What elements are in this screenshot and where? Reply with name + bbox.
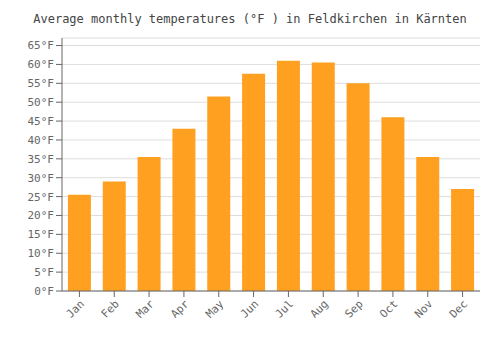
svg-text:25°F: 25°F [28,191,55,204]
svg-text:Nov: Nov [412,297,436,321]
svg-text:50°F: 50°F [28,96,55,109]
svg-text:Jul: Jul [273,297,296,320]
svg-text:Apr: Apr [168,297,192,321]
svg-text:60°F: 60°F [28,58,55,71]
svg-text:45°F: 45°F [28,115,55,128]
svg-text:10°F: 10°F [28,247,55,260]
svg-text:Dec: Dec [447,297,470,320]
svg-text:55°F: 55°F [28,77,55,90]
svg-text:Jun: Jun [238,297,261,320]
svg-text:Mar: Mar [133,297,157,321]
svg-text:May: May [203,297,227,321]
html-text:Average monthly temperatures (: Average monthly temperatures (°F ) in Fe… [33,12,467,26]
svg-text:20°F: 20°F [28,209,55,222]
svg-text:30°F: 30°F [28,172,55,185]
svg-text:Oct: Oct [377,297,400,320]
svg-text:Jan: Jan [64,297,87,320]
svg-text:Aug: Aug [308,297,331,320]
svg-text:0°F: 0°F [34,285,54,298]
svg-text:Feb: Feb [99,297,122,320]
svg-text:35°F: 35°F [28,153,55,166]
svg-text:5°F: 5°F [34,266,54,279]
svg-text:15°F: 15°F [28,228,55,241]
svg-text:65°F: 65°F [28,39,55,52]
svg-text:40°F: 40°F [28,134,55,147]
svg-text:Sep: Sep [342,297,365,320]
